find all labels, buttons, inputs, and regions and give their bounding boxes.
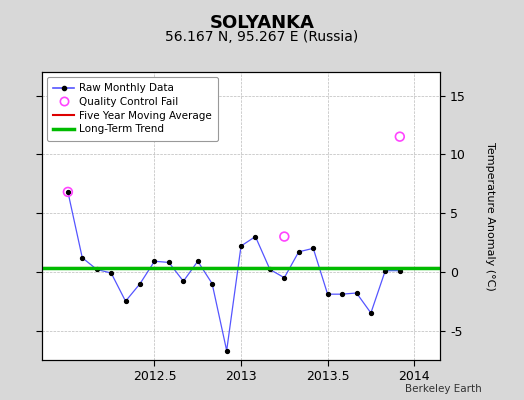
Legend: Raw Monthly Data, Quality Control Fail, Five Year Moving Average, Long-Term Tren: Raw Monthly Data, Quality Control Fail, …	[47, 77, 219, 141]
Point	[396, 134, 404, 140]
Point	[64, 189, 72, 195]
Text: 56.167 N, 95.267 E (Russia): 56.167 N, 95.267 E (Russia)	[166, 30, 358, 44]
Point	[280, 233, 289, 240]
Text: Berkeley Earth: Berkeley Earth	[406, 384, 482, 394]
Y-axis label: Temperature Anomaly (°C): Temperature Anomaly (°C)	[485, 142, 495, 290]
Text: SOLYANKA: SOLYANKA	[210, 14, 314, 32]
